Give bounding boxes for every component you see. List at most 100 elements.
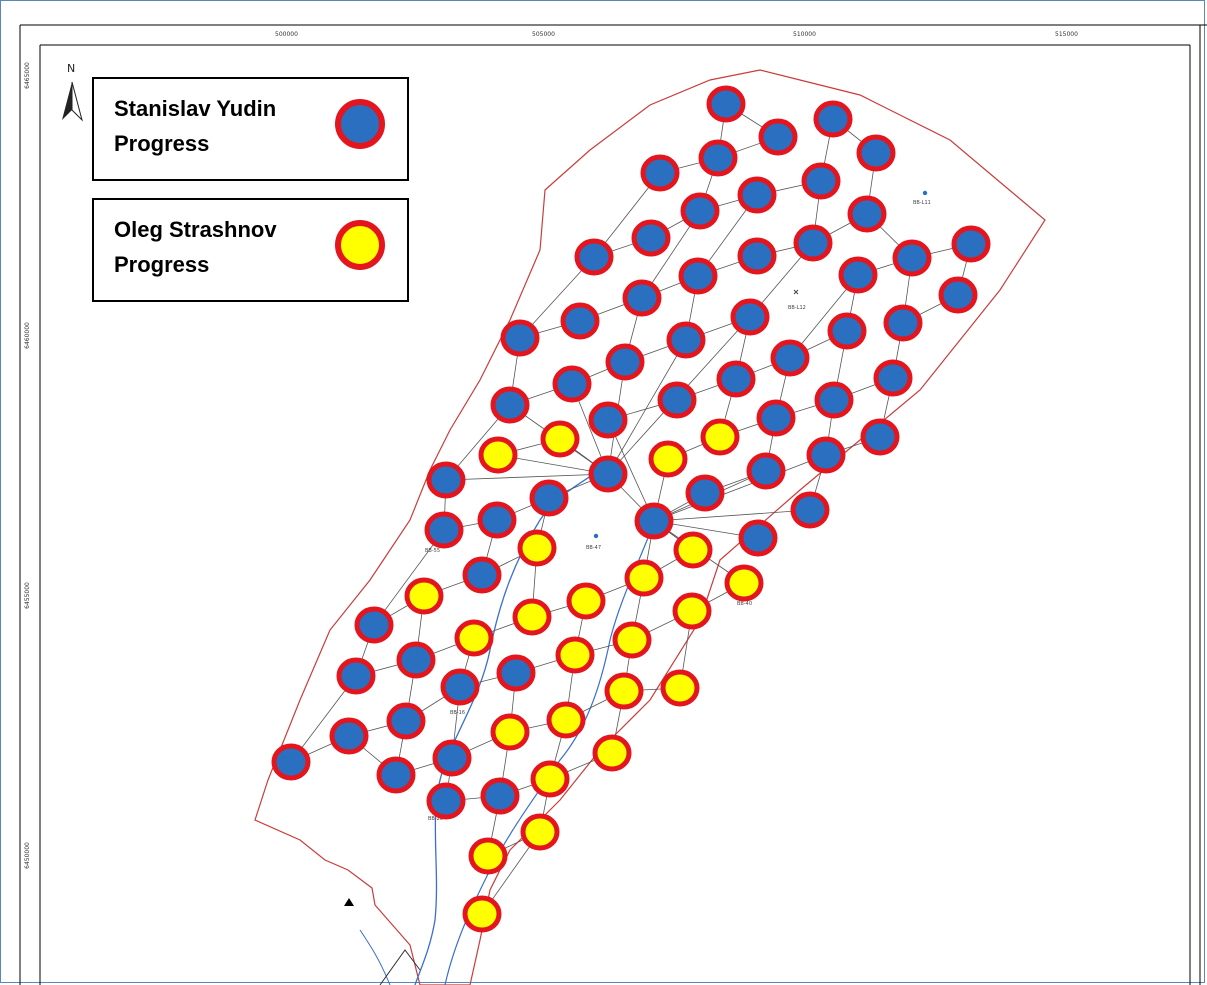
legend-item-oleg-strashnov: Oleg Strashnov Progress (92, 198, 409, 302)
x-tick-label: 500000 (275, 31, 298, 38)
oleg-strashnov-progress-point (612, 621, 652, 659)
well-marker (593, 533, 599, 539)
oleg-strashnov-progress-point (672, 592, 712, 630)
stanislav-yudin-progress-point (329, 717, 369, 755)
stanislav-yudin-progress-point (396, 641, 436, 679)
stanislav-yudin-progress-point (354, 606, 394, 644)
stanislav-yudin-progress-point (883, 304, 923, 342)
stanislav-yudin-progress-point (666, 321, 706, 359)
stanislav-yudin-progress-point (634, 502, 674, 540)
stanislav-yudin-progress-point (490, 386, 530, 424)
stanislav-yudin-progress-point (737, 237, 777, 275)
legend-label: Oleg Strashnov Progress (114, 212, 314, 282)
oleg-strashnov-progress-point (540, 420, 580, 458)
stanislav-yudin-progress-point (529, 479, 569, 517)
oleg-strashnov-progress-point (592, 734, 632, 772)
oleg-strashnov-progress-point (555, 636, 595, 674)
stanislav-yudin-progress-point (657, 381, 697, 419)
oleg-strashnov-progress-point (520, 813, 560, 851)
stanislav-yudin-progress-point (424, 511, 464, 549)
stanislav-yudin-progress-point (336, 657, 376, 695)
stanislav-yudin-progress-point (746, 452, 786, 490)
y-tick-label: 6465000 (23, 62, 31, 89)
stanislav-yudin-progress-point (873, 359, 913, 397)
oleg-strashnov-progress-point (490, 713, 530, 751)
oleg-strashnov-progress-point (724, 564, 764, 602)
stanislav-yudin-progress-point (892, 239, 932, 277)
stanislav-yudin-progress-point (605, 343, 645, 381)
stanislav-yudin-progress-point (574, 238, 614, 276)
oleg-strashnov-progress-point (462, 895, 502, 933)
connector-line (445, 473, 609, 481)
stanislav-yudin-progress-point (680, 192, 720, 230)
blue-circle-icon (335, 99, 385, 149)
stanislav-yudin-progress-point (496, 654, 536, 692)
stanislav-yudin-progress-point (440, 668, 480, 706)
well-label: BB-40 (737, 601, 752, 607)
triangle-marker (344, 898, 354, 906)
stanislav-yudin-progress-point (814, 381, 854, 419)
y-tick-label: 6450000 (23, 842, 31, 869)
connector-line (653, 454, 827, 522)
legend-label-line1: Oleg Strashnov (114, 217, 277, 242)
stanislav-yudin-progress-point (806, 436, 846, 474)
stanislav-yudin-progress-point (838, 256, 878, 294)
stanislav-yudin-progress-point (756, 399, 796, 437)
stanislav-yudin-progress-point (716, 360, 756, 398)
well-label: BB-L11 (913, 200, 931, 206)
well-label: BB-16 (450, 710, 465, 716)
oleg-strashnov-progress-point (673, 531, 713, 569)
stanislav-yudin-progress-point (376, 756, 416, 794)
stanislav-yudin-progress-point (951, 225, 991, 263)
stanislav-yudin-progress-point (847, 195, 887, 233)
connector-line (607, 339, 687, 475)
x-tick-label: 515000 (1055, 31, 1078, 38)
north-label: N (67, 62, 76, 75)
stanislav-yudin-progress-point (640, 154, 680, 192)
north-arrow-icon (62, 81, 83, 122)
road (379, 949, 421, 985)
legend-label-line2: Progress (114, 252, 210, 277)
stanislav-yudin-progress-point (770, 339, 810, 377)
river (414, 464, 606, 985)
oleg-strashnov-progress-point (478, 436, 518, 474)
stanislav-yudin-progress-point (706, 85, 746, 123)
stanislav-yudin-progress-point (552, 365, 592, 403)
oleg-strashnov-progress-point (546, 701, 586, 739)
y-tick-label: 6455000 (23, 582, 31, 609)
stanislav-yudin-progress-point (678, 257, 718, 295)
stanislav-yudin-progress-point (860, 418, 900, 456)
stanislav-yudin-progress-point (685, 474, 725, 512)
stanislav-yudin-progress-point (938, 276, 978, 314)
stanislav-yudin-progress-point (426, 782, 466, 820)
stanislav-yudin-progress-point (730, 298, 770, 336)
well-label: BB-55 (425, 548, 440, 554)
oleg-strashnov-progress-point (566, 582, 606, 620)
stanislav-yudin-progress-point (813, 100, 853, 138)
oleg-strashnov-progress-point (624, 559, 664, 597)
legend-label-line2: Progress (114, 131, 210, 156)
stanislav-yudin-progress-point (631, 219, 671, 257)
stanislav-yudin-progress-point (588, 401, 628, 439)
oleg-strashnov-progress-point (404, 577, 444, 615)
well-marker (922, 190, 928, 196)
x-tick-label: 510000 (793, 31, 816, 38)
stanislav-yudin-progress-point (500, 319, 540, 357)
oleg-strashnov-progress-point (530, 760, 570, 798)
well-label: BB-28 (428, 816, 443, 822)
stanislav-yudin-progress-point (386, 702, 426, 740)
stanislav-yudin-progress-point (462, 556, 502, 594)
legend-label: Stanislav Yudin Progress (114, 91, 314, 161)
well-marker (793, 289, 799, 295)
oleg-strashnov-progress-point (517, 529, 557, 567)
oleg-strashnov-progress-point (512, 598, 552, 636)
oleg-strashnov-progress-point (700, 418, 740, 456)
well-label: BB-47 (586, 545, 601, 551)
oleg-strashnov-progress-point (454, 619, 494, 657)
oleg-strashnov-progress-point (604, 672, 644, 710)
legend-label-line1: Stanislav Yudin (114, 96, 277, 121)
stanislav-yudin-progress-point (801, 162, 841, 200)
stanislav-yudin-progress-point (622, 279, 662, 317)
